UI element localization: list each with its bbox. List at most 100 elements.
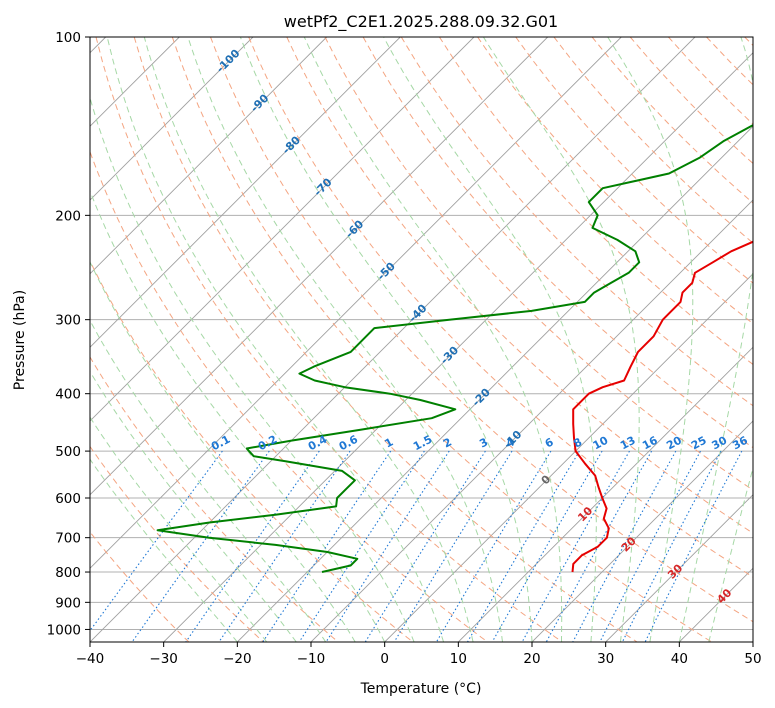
isotherm-line xyxy=(90,37,254,201)
mixing-ratio-line xyxy=(545,450,653,642)
dry-adiabat-line xyxy=(133,37,638,642)
moist-adiabat-line xyxy=(90,189,386,642)
dry-adiabat-line xyxy=(706,37,753,86)
mixing-ratio-label: 25 xyxy=(689,434,709,453)
mixing-ratio-label: 0.1 xyxy=(209,433,232,454)
mixing-ratio-line xyxy=(218,450,351,642)
isotherm-line xyxy=(236,125,753,642)
isotherm-line xyxy=(752,641,753,642)
moist-adiabat-line xyxy=(106,37,445,642)
dry-adiabat-line xyxy=(95,37,563,642)
mixing-ratio-line xyxy=(185,450,320,642)
moist-adiabat-line xyxy=(482,37,640,642)
isotherm-label: -90 xyxy=(248,91,271,114)
isotherm-label: -60 xyxy=(343,217,366,240)
y-tick-label: 800 xyxy=(55,565,81,581)
mixing-ratio-label: 1 xyxy=(383,435,396,450)
chart-title: wetPf2_C2E1.2025.288.09.32.G01 xyxy=(284,12,558,32)
x-tick-label: −40 xyxy=(76,651,105,667)
mixing-ratio-label: 20 xyxy=(664,434,684,453)
isotherm-line xyxy=(90,37,549,496)
moist-adiabat-line xyxy=(239,37,533,642)
dry-adiabat-line xyxy=(477,37,753,325)
moist-adiabat-line xyxy=(90,96,415,642)
isotherm-label: -100 xyxy=(214,47,243,76)
mixing-ratio-label: 0.6 xyxy=(337,433,361,454)
mixing-ratio-label: 36 xyxy=(730,434,750,453)
dry-adiabat-line xyxy=(90,259,414,642)
mixing-ratio-line xyxy=(491,450,603,642)
mixing-ratio-label: 13 xyxy=(618,434,638,453)
isotherm-label: -70 xyxy=(311,175,334,198)
isotherm-line xyxy=(90,37,475,422)
isotherm-line xyxy=(163,52,753,642)
x-tick-label: −30 xyxy=(149,651,178,667)
dry-adiabat-line xyxy=(90,531,190,642)
mixing-ratio-label: 6 xyxy=(543,435,556,450)
mixing-ratio-line xyxy=(644,450,743,642)
moist-adiabat-line xyxy=(90,260,356,642)
isotherm-line xyxy=(457,346,753,642)
moist-adiabat-line xyxy=(383,37,597,642)
sounding-series xyxy=(156,123,753,573)
mixing-ratio-label: 0.2 xyxy=(256,433,279,454)
y-tick-label: 500 xyxy=(55,444,81,460)
isotherm-label: -10 xyxy=(501,428,524,451)
mixing-ratio-line xyxy=(393,450,513,642)
mixing-ratio-line xyxy=(521,450,630,642)
y-tick-label: 600 xyxy=(55,491,81,507)
moist-adiabat-line xyxy=(303,37,563,642)
mixing-ratio-line xyxy=(467,450,580,642)
mixing-ratio-line xyxy=(131,450,270,642)
moist-adiabat-line xyxy=(143,37,474,642)
moist-adiabat-line xyxy=(90,370,297,642)
y-tick-label: 300 xyxy=(55,313,81,329)
dry-adiabat-line xyxy=(171,37,712,642)
y-tick-label: 1000 xyxy=(47,622,81,638)
x-tick-label: −20 xyxy=(223,651,252,667)
mixing-ratio-label: 1.5 xyxy=(411,433,434,454)
y-tick-label: 900 xyxy=(55,595,81,611)
dry-adiabat-line xyxy=(248,37,753,578)
moist-adiabat-line xyxy=(90,458,238,642)
isotherm-line xyxy=(384,273,753,642)
mixing-ratio-line xyxy=(364,450,486,642)
mixing-ratio-line xyxy=(599,450,701,642)
moist-adiabat-line xyxy=(187,37,503,642)
dry-adiabat-line xyxy=(90,445,264,642)
isotherm-line xyxy=(90,37,622,569)
moist-adiabat-line xyxy=(678,37,753,642)
x-tick-label: 10 xyxy=(450,651,467,667)
x-tick-label: 50 xyxy=(744,651,761,667)
mixing-ratio-label: 8 xyxy=(571,435,584,450)
isotherm-line xyxy=(90,37,328,275)
isotherm-line xyxy=(678,567,753,642)
isotherm-line xyxy=(90,37,401,348)
x-tick-label: −10 xyxy=(297,651,326,667)
dry-adiabat-line xyxy=(286,37,753,534)
dry-adiabat-line xyxy=(668,37,753,125)
dry-adiabat-line xyxy=(553,37,753,244)
y-tick-label: 700 xyxy=(55,531,81,547)
moist-adiabat-line xyxy=(90,416,268,642)
dry-adiabat-line xyxy=(438,37,753,366)
axes: −40 −30 −20 −10 0 10 20 30 40 5010020030040050060… xyxy=(47,30,762,667)
dry-adiabat-line xyxy=(90,150,488,642)
isotherm-label: -30 xyxy=(438,343,461,366)
mixing-ratio-line xyxy=(325,450,450,642)
dry-adiabat-line xyxy=(210,37,753,623)
dewpoint-line xyxy=(156,123,753,573)
y-tick-label: 100 xyxy=(55,30,81,46)
mixing-ratio-line xyxy=(572,450,677,642)
y-tick-label: 400 xyxy=(55,387,81,403)
mixing-ratio-line xyxy=(621,450,722,642)
x-tick-label: 40 xyxy=(671,651,688,667)
isotherm-line xyxy=(90,37,696,642)
mixing-ratio-label: 16 xyxy=(640,434,660,453)
mixing-ratio-line xyxy=(90,450,223,632)
y-axis-label: Pressure (hPa) xyxy=(12,290,28,390)
y-tick-label: 200 xyxy=(55,208,81,224)
mixing-ratio-label: 30 xyxy=(710,434,730,453)
isotherm-line xyxy=(531,420,753,642)
